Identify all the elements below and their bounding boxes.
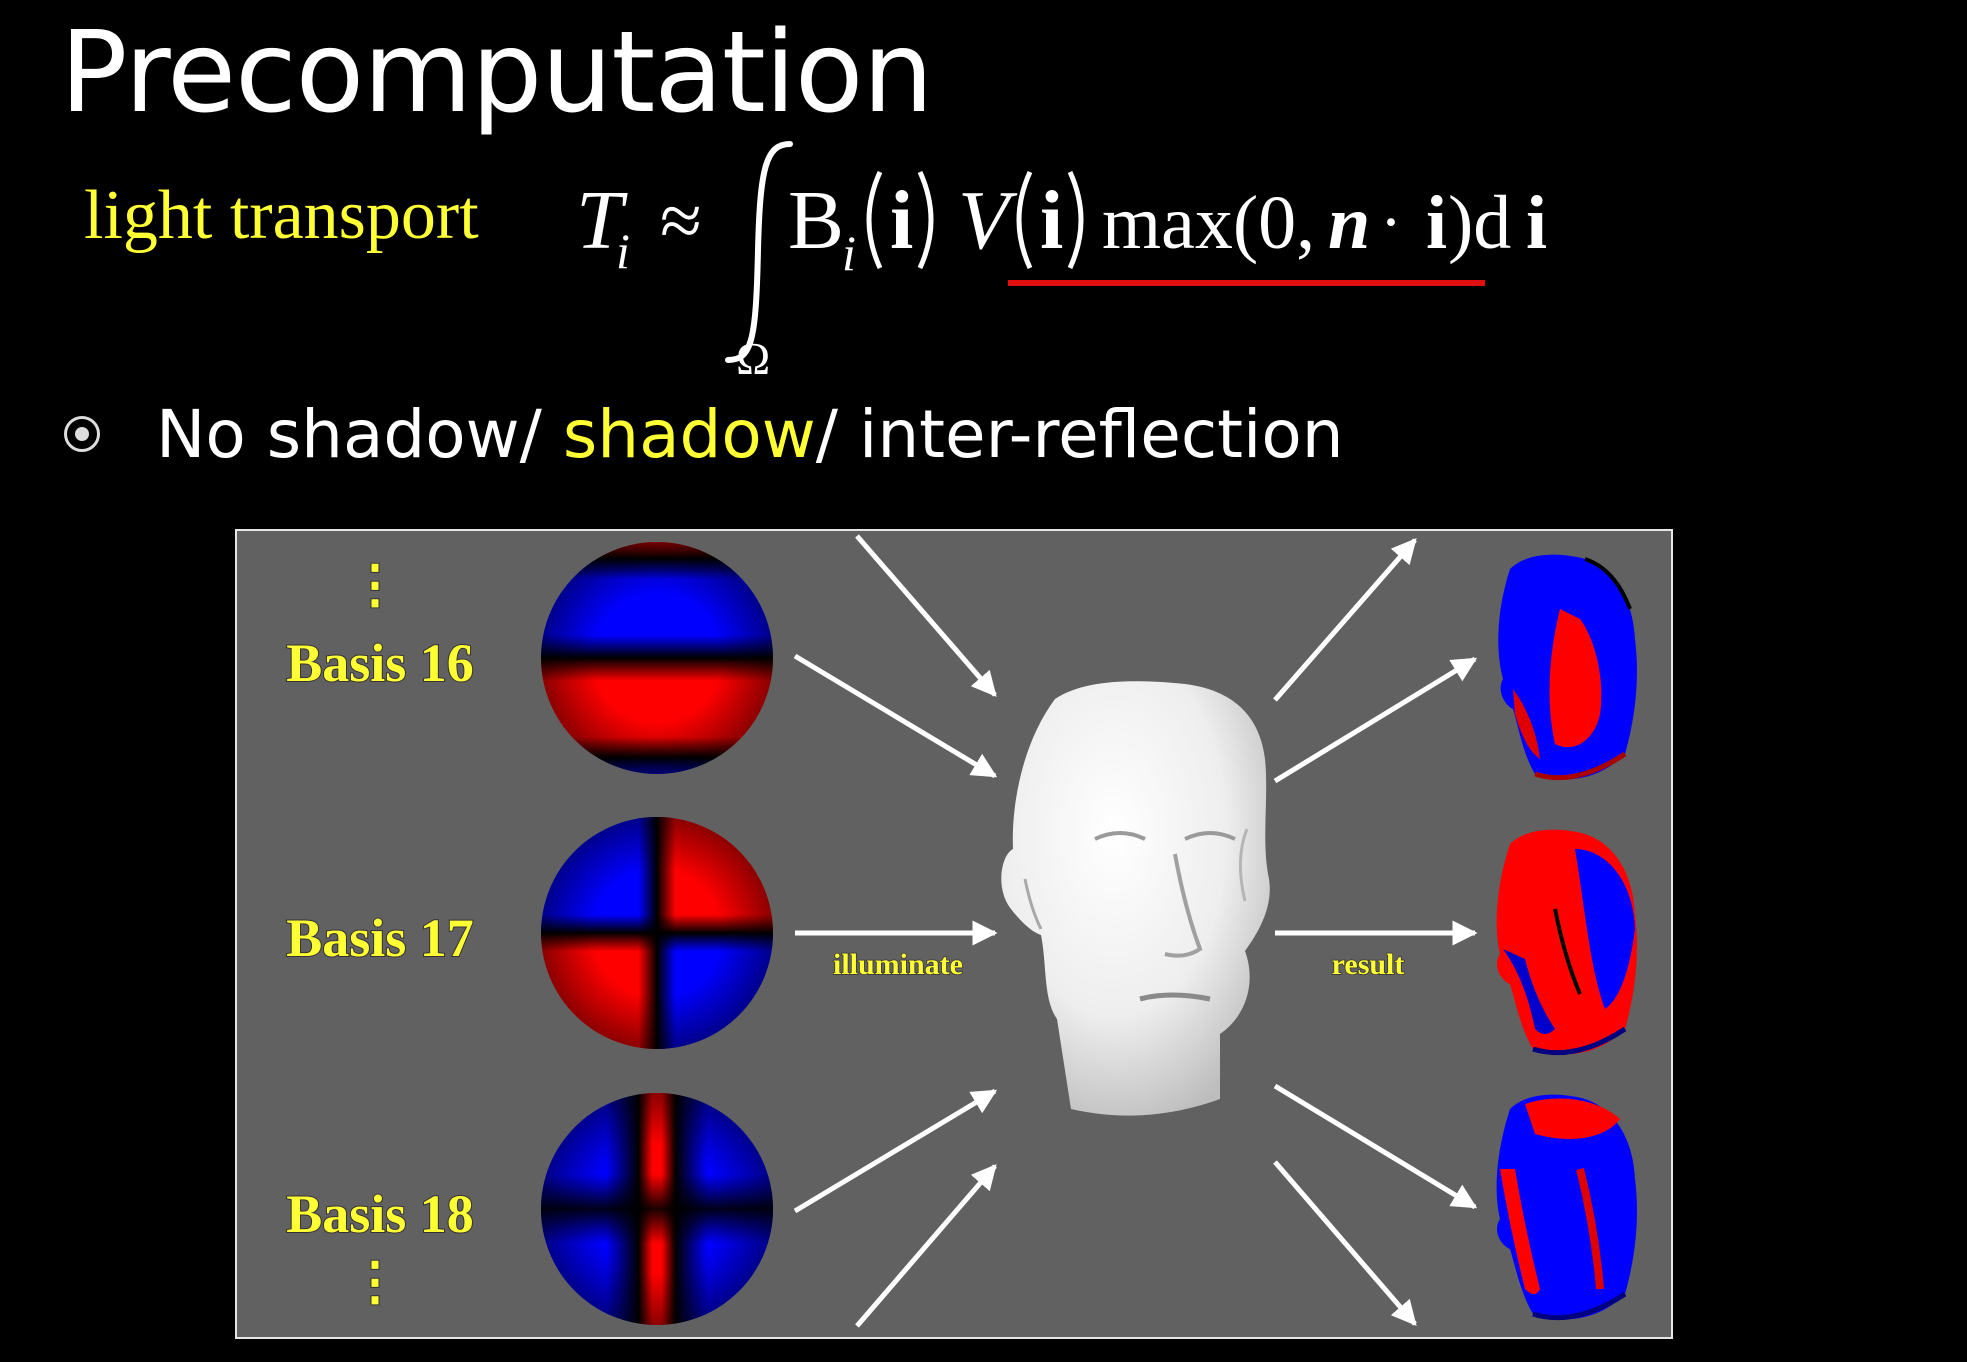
arrow-out-5 <box>1273 1160 1417 1326</box>
result-head-1 <box>1498 554 1637 781</box>
eq-max: max(0, <box>1102 181 1315 265</box>
bullet-text-highlight: shadow <box>562 396 816 473</box>
eq-lhs-sub: i <box>616 223 630 279</box>
paren-close-1 <box>917 170 934 270</box>
arrow-out-4 <box>1273 1083 1478 1210</box>
result-head-3 <box>1496 1094 1637 1321</box>
equation-label: light transport <box>84 177 479 254</box>
arrow-in-4 <box>793 1088 998 1214</box>
basis-label-16: Basis 16 <box>286 633 474 693</box>
eq-vec-3: i <box>1426 181 1447 265</box>
arrow-out-2 <box>1273 656 1478 784</box>
eq-normal: n <box>1328 181 1370 265</box>
eq-vec-1: i <box>890 174 913 267</box>
sh-basis-illumination-figure: ⋮ Basis 16 Basis 17 Basis 18 ⋮ <box>235 529 1673 1339</box>
basis-sphere-18 <box>541 1093 773 1325</box>
eq-lhs: T <box>576 174 628 267</box>
eq-basis-sub: i <box>842 225 856 281</box>
eq-domain: Ω <box>736 333 770 384</box>
eq-vec-2: i <box>1040 174 1063 267</box>
integral-sign <box>725 141 793 363</box>
paren-close-2 <box>1067 170 1084 270</box>
eq-close: )d <box>1448 181 1511 265</box>
head-model-image <box>1001 681 1270 1116</box>
eq-dot: · <box>1380 186 1402 259</box>
eq-basis: B <box>788 174 844 267</box>
eq-vec-4: i <box>1526 181 1547 265</box>
arrow-in-5 <box>855 1164 997 1328</box>
ellipsis-top: ⋮ <box>349 557 401 614</box>
basis-sphere-16 <box>541 542 773 774</box>
result-label: result <box>1332 948 1405 981</box>
paren-open-2 <box>1016 170 1033 270</box>
result-head-2 <box>1496 829 1637 1056</box>
basis-sphere-17 <box>541 817 773 1049</box>
bullet-marker-icon <box>64 415 100 452</box>
basis-label-18: Basis 18 <box>286 1184 474 1244</box>
slide-title: Precomputation <box>60 8 933 138</box>
arrow-in-2 <box>793 653 998 779</box>
bullet-text-part1: No shadow/ <box>156 396 563 473</box>
illuminate-label: illuminate <box>833 948 963 981</box>
basis-label-17: Basis 17 <box>286 908 474 968</box>
arrow-in-1 <box>855 534 997 697</box>
ellipsis-bottom: ⋮ <box>349 1254 401 1311</box>
light-transport-equation: T i ≈ Ω B i i V i max(0, n · i )d i <box>576 141 1547 384</box>
bullet-shadow-types: No shadow/ shadow/ inter-reflection <box>64 396 1344 473</box>
eq-approx: ≈ <box>660 179 702 263</box>
arrow-out-1 <box>1273 538 1417 702</box>
bullet-text-part2: / inter-reflection <box>815 396 1344 473</box>
paren-open-1 <box>866 170 883 270</box>
eq-visibility: V <box>958 174 1018 267</box>
